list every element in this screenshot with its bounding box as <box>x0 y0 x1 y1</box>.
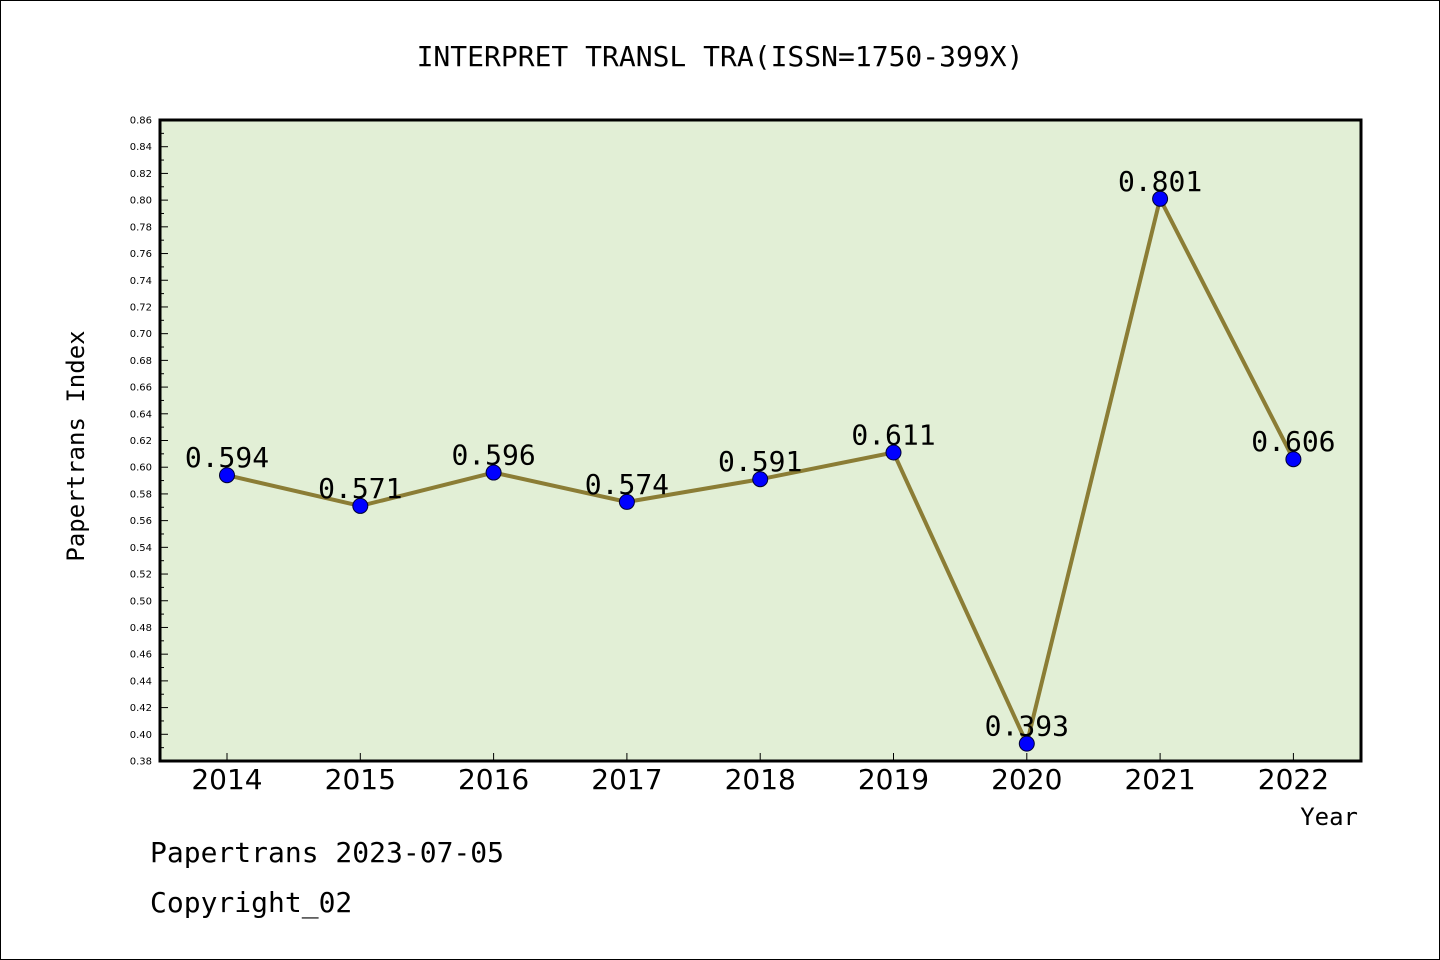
plot-border <box>158 118 1363 763</box>
x-tick-label: 2017 <box>591 763 662 796</box>
data-point <box>618 493 635 510</box>
y-tick-label: 0.56 <box>130 516 152 527</box>
y-tick-label: 0.78 <box>130 222 152 233</box>
x-tick-label: 2019 <box>858 763 929 796</box>
y-tick-label: 0.82 <box>130 169 152 180</box>
data-point <box>219 467 235 484</box>
data-label: 0.596 <box>451 439 535 472</box>
source-footer: Papertrans 2023-07-05 <box>150 836 505 869</box>
y-tick-label: 0.60 <box>130 463 152 474</box>
y-tick-label: 0.76 <box>130 249 152 260</box>
series-layer: 0.594 0.571 0.596 0.574 0.591 0.611 0.393 0.801… <box>185 165 1336 752</box>
y-tick-label: 0.54 <box>130 543 152 554</box>
x-tick-label: 2015 <box>325 763 396 796</box>
y-tick-label: 0.64 <box>130 409 152 420</box>
y-tick-label: 0.68 <box>130 356 152 367</box>
y-tick-label: 0.84 <box>130 142 152 153</box>
x-axis-label: Year <box>1300 803 1358 831</box>
data-point <box>1285 451 1302 468</box>
y-tick-label: 0.74 <box>130 276 152 287</box>
x-tick-label: 2022 <box>1258 763 1329 796</box>
data-label: 0.574 <box>585 468 669 501</box>
x-tick-label: 2020 <box>991 763 1062 796</box>
y-tick-label: 0.86 <box>130 116 152 127</box>
y-axis-label: Papertrans Index <box>62 330 90 561</box>
y-tick-label: 0.62 <box>130 436 152 447</box>
x-tick-label: 2018 <box>725 763 796 796</box>
y-tick-label: 0.46 <box>130 650 152 661</box>
data-point <box>485 464 502 481</box>
y-tick-label: 0.50 <box>130 596 152 607</box>
data-point <box>885 444 902 461</box>
copyright-footer: Copyright_02 <box>150 886 353 919</box>
y-tick-label: 0.44 <box>130 676 152 687</box>
y-tick-label: 0.58 <box>130 489 152 500</box>
data-label: 0.591 <box>718 445 802 478</box>
y-tick-label: 0.48 <box>130 623 152 634</box>
data-point <box>1152 190 1169 207</box>
data-label: 0.801 <box>1118 165 1202 198</box>
chart-title: INTERPRET TRANSL TRA(ISSN=1750-399X) <box>417 40 1024 73</box>
y-axis-ticks: 0.38 0.40 0.42 0.44 0.46 0.48 0.50 0.52 0.54 0.56… <box>130 116 168 768</box>
data-label: 0.606 <box>1251 425 1335 458</box>
y-tick-label: 0.38 <box>130 757 152 768</box>
data-label: 0.611 <box>851 419 935 452</box>
data-label: 0.393 <box>985 710 1069 743</box>
y-tick-label: 0.40 <box>130 730 152 741</box>
x-tick-label: 2016 <box>458 763 529 796</box>
data-label: 0.594 <box>185 441 269 474</box>
y-tick-label: 0.42 <box>130 703 152 714</box>
x-tick-label: 2021 <box>1124 763 1195 796</box>
y-tick-label: 0.66 <box>130 383 152 394</box>
y-tick-label: 0.52 <box>130 570 152 581</box>
y-tick-label: 0.70 <box>130 329 152 340</box>
x-tick-label: 2014 <box>191 763 262 796</box>
data-point <box>1018 735 1035 752</box>
data-point <box>352 497 369 514</box>
data-point <box>752 471 769 488</box>
plot-area <box>160 120 1361 761</box>
x-axis-ticks: 2014 2015 2016 2017 2018 2019 2020 2021 2022 <box>191 753 1329 796</box>
y-tick-label: 0.80 <box>130 196 152 207</box>
y-tick-label: 0.72 <box>130 302 152 313</box>
data-label: 0.571 <box>318 472 402 505</box>
